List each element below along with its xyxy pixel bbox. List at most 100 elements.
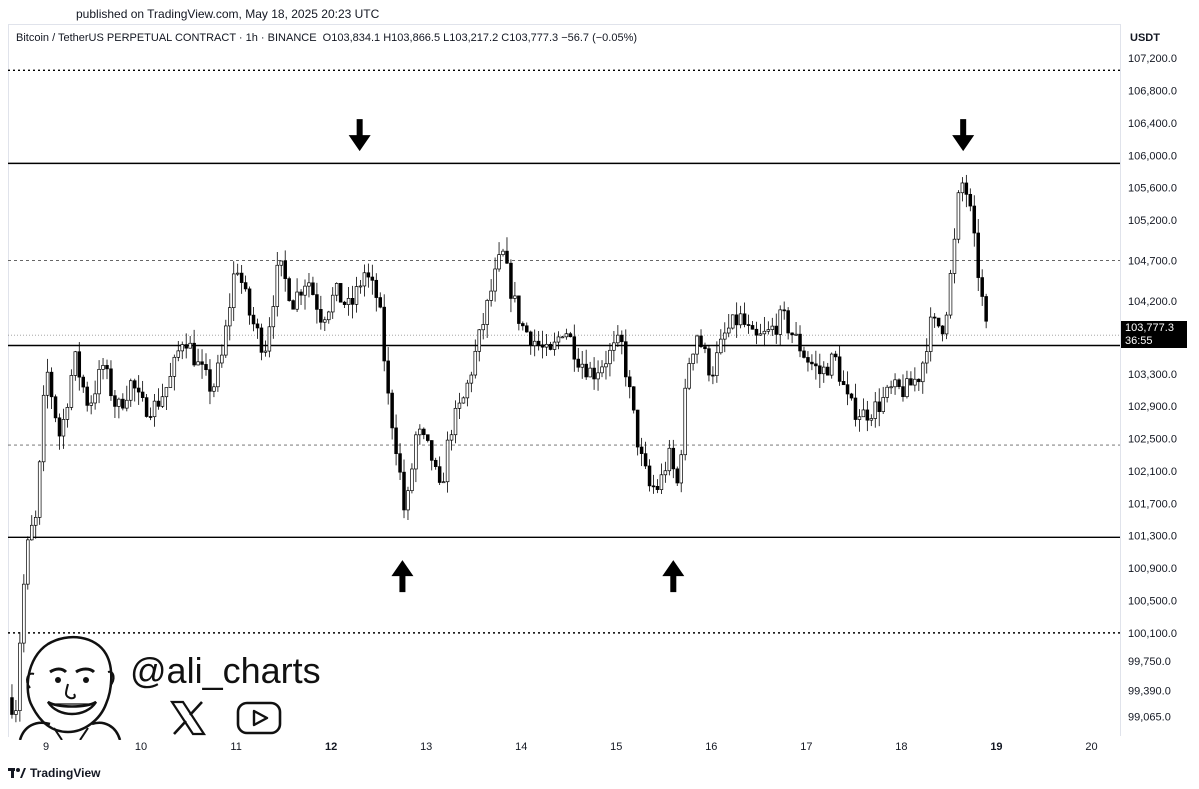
candle-down — [528, 331, 533, 346]
candle-up — [695, 335, 699, 355]
candle-down — [433, 459, 438, 467]
candle-up — [869, 418, 874, 421]
candle-up — [564, 333, 569, 338]
candle-up — [275, 264, 280, 307]
candle-up — [267, 326, 272, 352]
candle-down — [382, 306, 386, 362]
candle-up — [905, 378, 909, 398]
candle-up — [188, 342, 192, 349]
candle-down — [833, 353, 838, 358]
candle-up — [152, 400, 157, 418]
candle-down — [897, 379, 901, 387]
candle-up — [354, 286, 359, 305]
candle-down — [655, 486, 660, 490]
candle-down — [901, 386, 905, 398]
candle-down — [319, 309, 323, 323]
candle-up — [231, 273, 236, 308]
candle-up — [129, 380, 133, 401]
candle-up — [928, 316, 933, 352]
candle-up — [604, 363, 608, 368]
candle-up — [41, 394, 46, 463]
y-tick-label: 101,300.0 — [1128, 531, 1177, 543]
candle-down — [10, 697, 14, 715]
y-tick-label: 106,000.0 — [1128, 150, 1177, 162]
candle-down — [917, 378, 921, 383]
candle-down — [940, 325, 945, 335]
candle-up — [212, 386, 216, 392]
candle-up — [921, 362, 925, 383]
candle-down — [200, 361, 204, 365]
candle-up — [715, 352, 719, 377]
candle-down — [374, 279, 379, 298]
y-tick-label: 99,065.0 — [1128, 712, 1171, 724]
candle-down — [255, 323, 260, 329]
candle-up — [770, 325, 775, 330]
candle-down — [136, 387, 141, 393]
candle-down — [540, 344, 545, 348]
candle-up — [881, 397, 885, 412]
candle-down — [140, 391, 145, 398]
candle-down — [338, 283, 343, 303]
candle-down — [315, 294, 319, 310]
candle-up — [952, 238, 957, 274]
y-tick-label: 104,200.0 — [1128, 296, 1177, 308]
candle-up — [560, 336, 565, 339]
candle-up — [532, 340, 537, 346]
candle-up — [873, 401, 878, 419]
bar-countdown: 36:55 — [1125, 335, 1153, 347]
candle-down — [576, 358, 581, 368]
candle-down — [311, 282, 315, 295]
published-caption: published on TradingView.com, May 18, 20… — [76, 7, 380, 21]
y-tick-label: 104,700.0 — [1128, 256, 1177, 268]
candle-down — [426, 434, 430, 441]
candle-down — [366, 272, 371, 278]
candle-down — [972, 205, 977, 234]
candle-down — [620, 334, 624, 343]
arrow-up-icon — [662, 560, 685, 593]
candle-up — [362, 272, 367, 287]
candle-down — [746, 324, 751, 326]
candle-down — [81, 376, 85, 388]
candle-up — [924, 351, 929, 364]
candle-up — [410, 468, 414, 491]
candle-up — [18, 642, 22, 712]
candle-up — [168, 375, 173, 388]
candle-down — [964, 182, 969, 195]
candle-up — [196, 361, 200, 366]
candle-up — [449, 434, 454, 441]
tradingview-label: TradingView — [30, 766, 101, 780]
candle-up — [556, 336, 561, 343]
candle-up — [794, 333, 798, 336]
candle-down — [517, 295, 521, 324]
chart-pane[interactable] — [8, 24, 1121, 737]
candle-up — [33, 517, 38, 526]
candle-down — [192, 342, 196, 366]
candle-up — [726, 327, 731, 334]
candle-down — [750, 325, 755, 330]
candle-down — [402, 471, 406, 511]
candle-down — [291, 300, 295, 310]
candle-down — [734, 314, 739, 326]
candle-down — [184, 344, 188, 349]
candle-up — [101, 365, 105, 370]
candle-down — [422, 428, 426, 436]
candle-down — [57, 417, 62, 437]
candle-up — [944, 314, 949, 335]
candle-down — [394, 427, 398, 455]
candle-down — [525, 325, 529, 333]
candle-down — [651, 485, 656, 488]
candle-up — [723, 332, 727, 340]
candle-up — [600, 366, 604, 374]
candle-down — [627, 376, 632, 388]
y-tick-label: 100,100.0 — [1128, 628, 1177, 640]
price-axis[interactable] — [1120, 24, 1199, 736]
x-tick-label: 15 — [610, 741, 622, 753]
tradingview-brand[interactable]: TradingView — [8, 766, 100, 780]
x-tick-label: 9 — [43, 741, 49, 753]
candle-down — [675, 468, 680, 484]
candle-down — [536, 340, 541, 346]
candle-down — [635, 409, 640, 448]
x-tick-label: 18 — [895, 741, 907, 753]
y-tick-label: 99,750.0 — [1128, 656, 1171, 668]
